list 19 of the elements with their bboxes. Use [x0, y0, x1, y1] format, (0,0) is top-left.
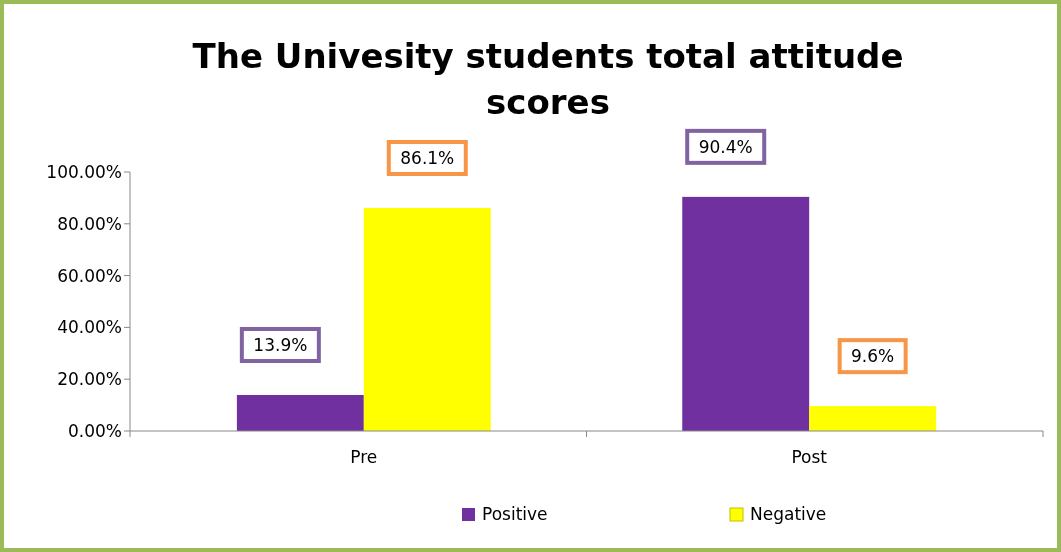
bar [682, 196, 810, 431]
chart-title: The Univesity students total attitude scores [192, 36, 904, 122]
y-tick-label: 60.00% [57, 265, 122, 286]
legend-label: Positive [482, 504, 548, 524]
y-tick-label: 20.00% [57, 369, 122, 390]
bar [236, 395, 364, 431]
x-tick-label: Pre [350, 447, 378, 467]
x-tick-label: Post [791, 447, 828, 467]
y-tick-label: 40.00% [57, 317, 122, 338]
data-label: 86.1% [400, 148, 455, 168]
data-label: 9.6% [851, 346, 895, 367]
y-tick-label: 80.00% [57, 213, 122, 234]
legend-label: Negative [750, 504, 827, 524]
data-label: 13.9% [253, 335, 308, 355]
bar [809, 406, 937, 431]
y-tick-label: 0.00% [67, 421, 122, 441]
y-tick-label: 100.00% [46, 162, 122, 182]
data-label: 90.4% [698, 136, 753, 157]
bar [363, 208, 491, 431]
